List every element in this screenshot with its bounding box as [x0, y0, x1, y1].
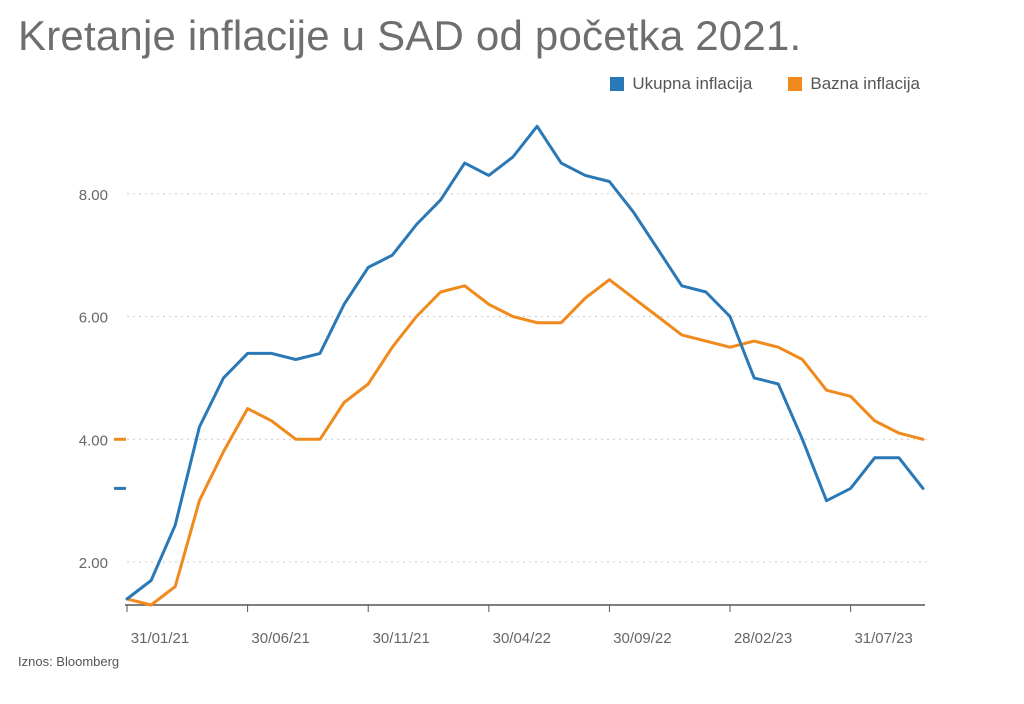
x-tick-label: 30/06/21	[251, 630, 309, 647]
y-tick-label: 6.00	[79, 310, 108, 327]
source-note: Iznos: Bloomberg	[18, 654, 120, 669]
legend-swatch-core	[788, 77, 803, 91]
legend-item-total: Ukupna inflacija	[610, 74, 752, 94]
y-tick-label: 4.00	[79, 432, 108, 449]
y-tick-label: 8.00	[79, 187, 108, 204]
series-line-core	[125, 278, 925, 607]
x-tick-label: 30/11/21	[373, 630, 430, 647]
legend-label-core: Bazna inflacija	[810, 74, 920, 93]
x-tick-label: 31/07/23	[854, 630, 912, 647]
legend-swatch-total	[610, 77, 625, 91]
x-tick-label: 28/02/23	[734, 630, 792, 647]
chart-title: Kretanje inflacije u SAD od početka 2021…	[18, 12, 802, 59]
chart-legend: Ukupna inflacija Bazna inflacija	[610, 74, 920, 94]
x-tick-label: 31/01/21	[131, 630, 189, 647]
legend-label-total: Ukupna inflacija	[632, 74, 753, 93]
x-tick-label: 30/04/22	[493, 630, 551, 647]
y-tick-label: 2.00	[79, 555, 108, 572]
series-line-total	[125, 124, 925, 601]
legend-item-core: Bazna inflacija	[788, 74, 920, 94]
x-tick-label: 30/09/22	[613, 630, 671, 647]
